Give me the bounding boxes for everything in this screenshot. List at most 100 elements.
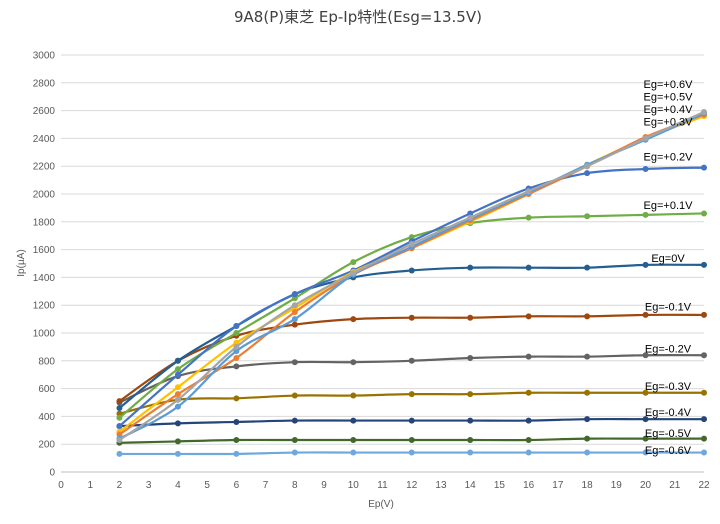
data-point (233, 339, 240, 346)
data-point (174, 450, 181, 457)
data-point (584, 264, 591, 271)
data-point (467, 314, 474, 321)
series-Eg=+0.6V (116, 108, 707, 444)
data-point (291, 291, 298, 298)
data-point (350, 259, 357, 266)
series-annotation: Eg=-0.5V (645, 428, 692, 440)
data-point (408, 241, 415, 248)
series-Eg=-0.5V (116, 435, 707, 446)
y-tick-label: 1000 (33, 329, 56, 340)
data-point (467, 214, 474, 221)
y-tick-label: 1600 (33, 245, 56, 256)
x-tick-label: 10 (348, 480, 360, 491)
data-point (291, 321, 298, 328)
data-point (291, 309, 298, 316)
series-annotation: Eg=+0.6V (644, 79, 694, 91)
data-point (233, 330, 240, 336)
data-point (233, 395, 240, 402)
data-point (642, 416, 649, 423)
data-point (642, 311, 649, 318)
series-line (118, 112, 706, 440)
data-point (642, 449, 649, 456)
series-annotation: Eg=-0.6V (645, 445, 692, 457)
data-point (233, 323, 240, 330)
data-point (584, 416, 591, 423)
data-point (467, 417, 474, 424)
series-line (118, 166, 706, 428)
series-annotation: Eg=+0.1V (644, 200, 694, 212)
data-point (174, 384, 181, 391)
data-point (467, 449, 474, 456)
data-point (350, 392, 357, 399)
data-point (584, 170, 591, 177)
data-point (233, 450, 240, 457)
data-point (467, 355, 474, 362)
x-axis-title: Ep(V) (368, 499, 394, 510)
x-tick-label: 6 (234, 480, 240, 491)
x-tick-label: 19 (611, 480, 623, 491)
data-point (408, 314, 415, 321)
data-point (701, 261, 707, 268)
data-point (350, 270, 357, 277)
data-point (701, 108, 707, 115)
x-tick-label: 18 (582, 480, 594, 491)
y-tick-label: 0 (49, 468, 55, 479)
data-point (233, 437, 240, 444)
data-point (116, 414, 123, 421)
data-point (642, 389, 649, 396)
data-point (584, 449, 591, 456)
data-point (584, 389, 591, 396)
data-point (408, 234, 415, 241)
data-point (525, 449, 532, 456)
series-annotation: Eg=-0.3V (645, 381, 692, 393)
data-point (525, 313, 532, 320)
x-tick-label: 9 (321, 480, 327, 491)
series-line (118, 263, 706, 410)
data-point (291, 437, 298, 444)
series-Eg=+0.2V (116, 164, 707, 430)
y-tick-label: 2600 (33, 106, 56, 117)
x-tick-label: 5 (204, 480, 210, 491)
data-point (116, 437, 123, 444)
data-point (642, 211, 649, 218)
data-point (525, 353, 532, 360)
data-point (116, 398, 123, 405)
series-annotation: Eg=+0.5V (644, 92, 694, 104)
series-Eg=-0.4V (116, 416, 707, 430)
data-point (701, 416, 707, 423)
data-point (467, 437, 474, 444)
data-point (701, 449, 707, 456)
data-point (350, 449, 357, 456)
x-tick-label: 8 (292, 480, 298, 491)
y-tick-label: 2000 (33, 190, 56, 201)
data-point (467, 391, 474, 398)
data-point (350, 437, 357, 444)
data-point (116, 431, 123, 438)
data-point (584, 313, 591, 320)
data-point (291, 449, 298, 456)
y-tick-label: 200 (38, 440, 55, 451)
data-point (642, 165, 649, 172)
series-lines (116, 108, 707, 457)
data-point (584, 163, 591, 170)
data-point (350, 417, 357, 424)
y-tick-label: 2400 (33, 134, 56, 145)
data-point (174, 396, 181, 403)
series-annotation: Eg=+0.4V (644, 104, 694, 116)
data-point (525, 417, 532, 424)
x-tick-label: 4 (175, 480, 181, 491)
data-point (701, 210, 707, 217)
y-tick-label: 1400 (33, 273, 56, 284)
data-point (408, 357, 415, 364)
data-point (642, 261, 649, 268)
data-point (701, 311, 707, 318)
series-annotation: Eg=0V (651, 253, 685, 265)
chart-title: 9A8(P)東芝 Ep-Ip特性(Esg=13.5V) (234, 8, 482, 26)
series-Eg=-0.6V (116, 449, 707, 457)
data-point (408, 267, 415, 274)
data-point (525, 264, 532, 271)
series-annotation: Eg=+0.2V (644, 151, 694, 163)
series-annotation: Eg=+0.3V (644, 117, 694, 129)
y-tick-label: 3000 (33, 51, 56, 62)
